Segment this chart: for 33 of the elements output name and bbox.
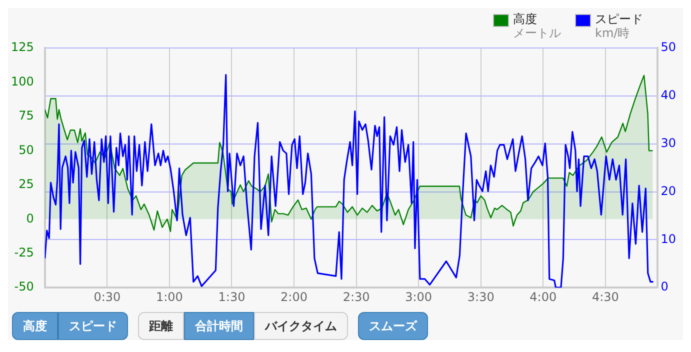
y-tick-label: 50 [18, 142, 34, 157]
y-tick-label: 100 [11, 74, 34, 88]
y-tick-label: 125 [11, 40, 34, 54]
text: 合計時間 [184, 312, 254, 340]
legend-label: 高度 [513, 12, 538, 26]
y2-tick-label: 30 [660, 136, 676, 150]
x-tick-label: 1:00 [156, 290, 183, 304]
text: スピード [58, 312, 128, 340]
legend-label: スピード [595, 12, 643, 26]
text: 距離 [138, 312, 184, 340]
y2-tick-label: 20 [660, 184, 676, 198]
x-tick-label: 4:00 [530, 290, 557, 304]
x-tick-label: 2:30 [342, 290, 370, 304]
y-tick-label: -50 [14, 280, 34, 294]
x-tick-label: 1:30 [218, 290, 246, 304]
x-tick-label: 3:00 [405, 290, 432, 304]
x-tick-label: 3:30 [467, 290, 494, 304]
text: バイクタイム [254, 312, 348, 340]
x-tick-label: 2:00 [280, 290, 308, 304]
y-tick-label: -25 [14, 245, 34, 260]
text: メートル [513, 26, 561, 40]
y2-tick-label: 0 [660, 280, 668, 294]
text: 高度 [12, 312, 58, 340]
y2-tick-label: 40 [660, 88, 676, 102]
x-tick-label: 4:30 [592, 290, 619, 304]
text: スムーズ [358, 312, 428, 340]
y-tick-label: 75 [18, 108, 34, 123]
y2-tick-label: 10 [660, 232, 676, 246]
text: km/時 [595, 26, 631, 40]
y-tick-label: 0 [26, 211, 34, 226]
x-tick-label: 0:30 [94, 290, 121, 304]
y-tick-label: 25 [18, 177, 34, 192]
y2-tick-label: 50 [660, 40, 676, 54]
